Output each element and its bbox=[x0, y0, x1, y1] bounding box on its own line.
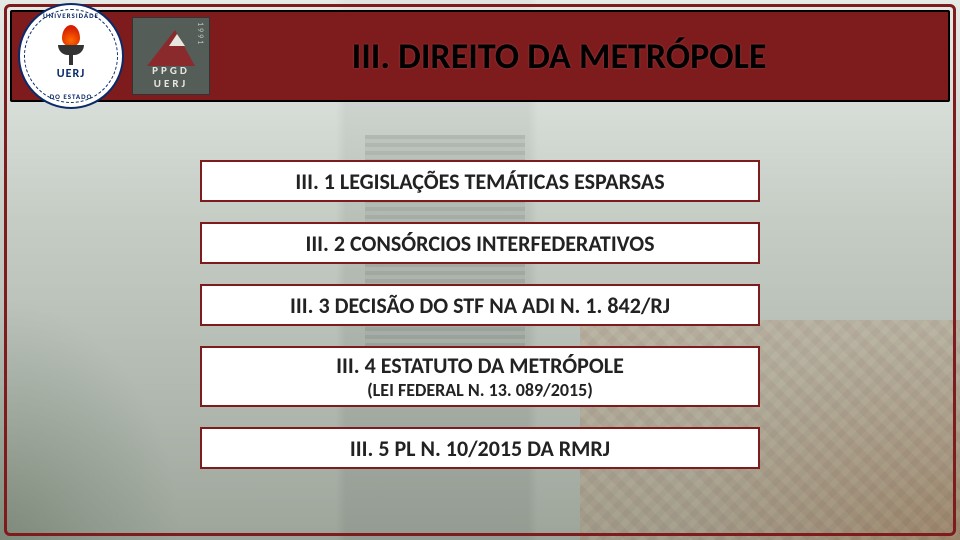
logo-uerj-ring bbox=[24, 9, 118, 103]
logo-ppgd: 1991 PPGD UERJ bbox=[132, 17, 210, 95]
logo-uerj: UNIVERSIDADE UERJ DO ESTADO bbox=[18, 3, 124, 109]
list-item-subtext: (LEI FEDERAL N. 13. 089/2015) bbox=[367, 379, 593, 401]
list-item-text: III. 5 PL N. 10/2015 DA RMRJ bbox=[350, 435, 610, 462]
list-item-text: III. 4 ESTATUTO DA METRÓPOLE bbox=[336, 352, 624, 379]
list-item-text: III. 2 CONSÓRCIOS INTERFEDERATIVOS bbox=[305, 230, 654, 257]
list-item-text: III. 3 DECISÃO DO STF NA ADI N. 1. 842/R… bbox=[290, 292, 670, 319]
header-bar: UNIVERSIDADE UERJ DO ESTADO 1991 PPGD UE… bbox=[10, 10, 950, 102]
logos-group: UNIVERSIDADE UERJ DO ESTADO 1991 PPGD UE… bbox=[12, 12, 210, 100]
list-item: III. 3 DECISÃO DO STF NA ADI N. 1. 842/R… bbox=[200, 284, 760, 326]
logo-ppgd-year: 1991 bbox=[195, 22, 205, 46]
list-item: III. 5 PL N. 10/2015 DA RMRJ bbox=[200, 427, 760, 469]
slide-title: III. DIREITO DA METRÓPOLE bbox=[210, 34, 948, 78]
list-item: III. 2 CONSÓRCIOS INTERFEDERATIVOS bbox=[200, 222, 760, 264]
list-item: III. 4 ESTATUTO DA METRÓPOLE (LEI FEDERA… bbox=[200, 346, 760, 407]
mountain-icon bbox=[147, 30, 195, 66]
logo-uerj-arc-top: UNIVERSIDADE bbox=[43, 11, 99, 20]
list-item: III. 1 LEGISLAÇÕES TEMÁTICAS ESPARSAS bbox=[200, 160, 760, 202]
logo-uerj-arc-bottom: DO ESTADO bbox=[50, 92, 93, 101]
list-item-text: III. 1 LEGISLAÇÕES TEMÁTICAS ESPARSAS bbox=[295, 168, 664, 195]
content-list: III. 1 LEGISLAÇÕES TEMÁTICAS ESPARSAS II… bbox=[0, 150, 960, 530]
logo-ppgd-line2: UERJ bbox=[154, 77, 188, 90]
slide: UNIVERSIDADE UERJ DO ESTADO 1991 PPGD UE… bbox=[0, 0, 960, 540]
